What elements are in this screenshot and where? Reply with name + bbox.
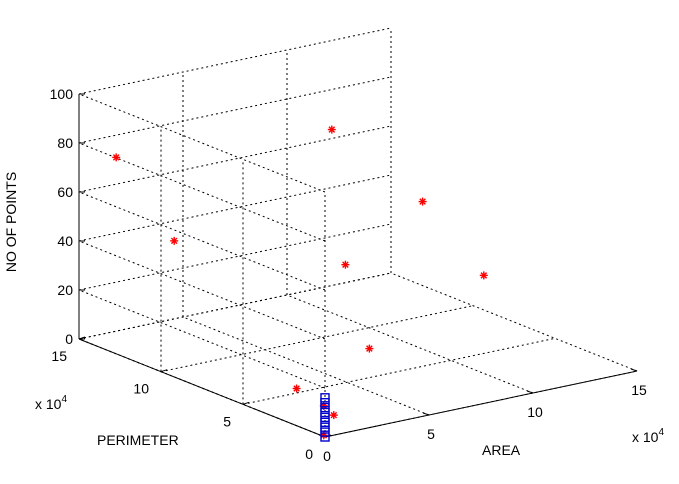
y-axis-label: PERIMETER	[97, 432, 179, 448]
floor-gridline	[182, 316, 430, 416]
x-tick-label: 5	[427, 426, 435, 442]
x-tick-label: 15	[631, 382, 647, 398]
point-layer	[112, 125, 488, 442]
x-tick-mark	[630, 368, 638, 372]
square-marker	[320, 393, 330, 403]
square-marker	[320, 427, 330, 437]
y-multiplier-base: x 10	[35, 396, 62, 412]
y-tick-mark	[160, 369, 168, 373]
floor-gridline	[390, 272, 638, 372]
back-wall-gridline	[78, 93, 326, 193]
back-wall-gridline	[78, 289, 326, 389]
asterisk-marker	[418, 197, 427, 206]
asterisk-marker	[479, 271, 488, 280]
square-marker	[320, 422, 330, 432]
grid-layer	[78, 27, 638, 438]
z-tick-label: 0	[65, 331, 73, 347]
floor-gridline	[160, 305, 474, 373]
back-wall-gridline	[78, 191, 326, 291]
z-tick-label: 20	[57, 282, 73, 298]
x-multiplier-base: x 10	[632, 429, 659, 445]
floor-gridline	[286, 294, 534, 394]
asterisk-marker	[329, 411, 338, 420]
z-tick-label: 40	[57, 233, 73, 249]
back-wall-gridline	[78, 240, 326, 340]
side-wall-gridline	[78, 174, 392, 242]
z-axis-label: NO OF POINTS	[3, 172, 19, 272]
side-wall-gridline	[78, 125, 392, 193]
y-tick-label: 10	[133, 381, 149, 397]
y-tick-label: 15	[51, 348, 67, 364]
z-tick-label: 100	[50, 86, 74, 102]
y-tick-mark	[242, 401, 250, 405]
asterisk-marker	[170, 236, 179, 245]
x-multiplier: x 104	[632, 427, 664, 445]
y-tick-label: 0	[305, 446, 313, 462]
square-marker	[320, 402, 330, 413]
x-tick-mark	[526, 390, 534, 394]
square-marker	[320, 407, 330, 418]
z-tick-label: 80	[57, 135, 73, 151]
back-wall-gridline	[78, 142, 326, 242]
y-tick-label: 5	[223, 413, 231, 429]
square-marker	[320, 398, 330, 408]
square-marker	[320, 412, 330, 423]
side-wall-gridline	[78, 76, 392, 144]
y-multiplier-exponent: 4	[61, 394, 67, 405]
floor-gridline	[242, 337, 556, 405]
axis-layer	[78, 93, 638, 438]
x-tick-label: 10	[527, 404, 543, 420]
y-axis-line	[78, 338, 326, 438]
square-marker	[320, 432, 330, 442]
y-multiplier: x 104	[35, 394, 67, 412]
x-tick-mark	[422, 412, 430, 416]
z-tick-label: 60	[57, 184, 73, 200]
asterisk-marker	[112, 153, 121, 162]
side-wall-gridline	[78, 223, 392, 291]
asterisk-marker	[292, 384, 301, 393]
asterisk-marker	[327, 125, 336, 134]
x-multiplier-exponent: 4	[658, 427, 664, 438]
square-marker	[320, 417, 330, 427]
x-axis-label: AREA	[482, 442, 521, 458]
asterisk-marker	[365, 344, 374, 353]
asterisk-marker	[341, 260, 350, 269]
side-wall-gridline	[78, 272, 392, 340]
x-tick-label: 0	[323, 448, 331, 464]
side-wall-gridline	[78, 27, 392, 95]
x-axis-line	[324, 370, 638, 438]
